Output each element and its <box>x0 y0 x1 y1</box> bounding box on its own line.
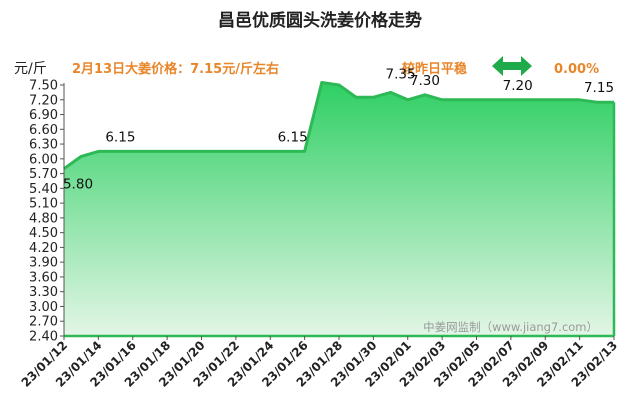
y-tick-label: 6.30 <box>29 138 58 153</box>
y-tick-label: 5.10 <box>29 197 58 212</box>
y-tick-label: 4.80 <box>29 211 58 226</box>
price-summary: 2月13日大姜价格：7.15元/斤左右 <box>72 61 279 77</box>
data-label: 7.35 <box>386 66 416 82</box>
double-arrow-icon <box>492 56 532 76</box>
area-fill <box>64 82 614 336</box>
y-tick-label: 2.70 <box>29 315 58 330</box>
y-tick-label: 5.40 <box>29 182 58 197</box>
plot-area: 2.402.703.003.303.603.904.204.504.805.10… <box>19 66 621 389</box>
y-tick-label: 7.20 <box>29 93 58 108</box>
y-tick-label: 5.70 <box>29 167 58 182</box>
data-label: 6.15 <box>278 129 308 145</box>
y-axis-unit: 元/斤 <box>14 61 47 77</box>
y-tick-label: 6.60 <box>29 123 58 138</box>
chart-title: 昌邑优质圆头洗姜价格走势 <box>218 10 422 31</box>
y-tick-label: 7.50 <box>29 79 58 94</box>
data-label: 5.80 <box>63 177 93 193</box>
y-tick-label: 4.20 <box>29 241 58 256</box>
y-tick-label: 3.60 <box>29 270 58 285</box>
change-percent: 0.00% <box>554 62 599 77</box>
data-label: 7.15 <box>584 80 614 96</box>
series-line <box>63 81 614 170</box>
data-label: 7.20 <box>503 78 533 94</box>
watermark: 中姜网监制（www.jiang7.com） <box>423 320 598 334</box>
y-tick-label: 3.90 <box>29 256 58 271</box>
y-tick-label: 3.30 <box>29 285 58 300</box>
data-label: 7.30 <box>410 73 440 89</box>
comparison-label: 较昨日平稳 <box>402 61 467 77</box>
y-tick-label: 2.40 <box>29 330 58 345</box>
y-tick-label: 4.50 <box>29 226 58 241</box>
y-tick-label: 3.00 <box>29 300 58 315</box>
data-label: 6.15 <box>105 129 135 145</box>
y-tick-label: 6.90 <box>29 108 58 123</box>
y-tick-label: 6.00 <box>29 152 58 167</box>
